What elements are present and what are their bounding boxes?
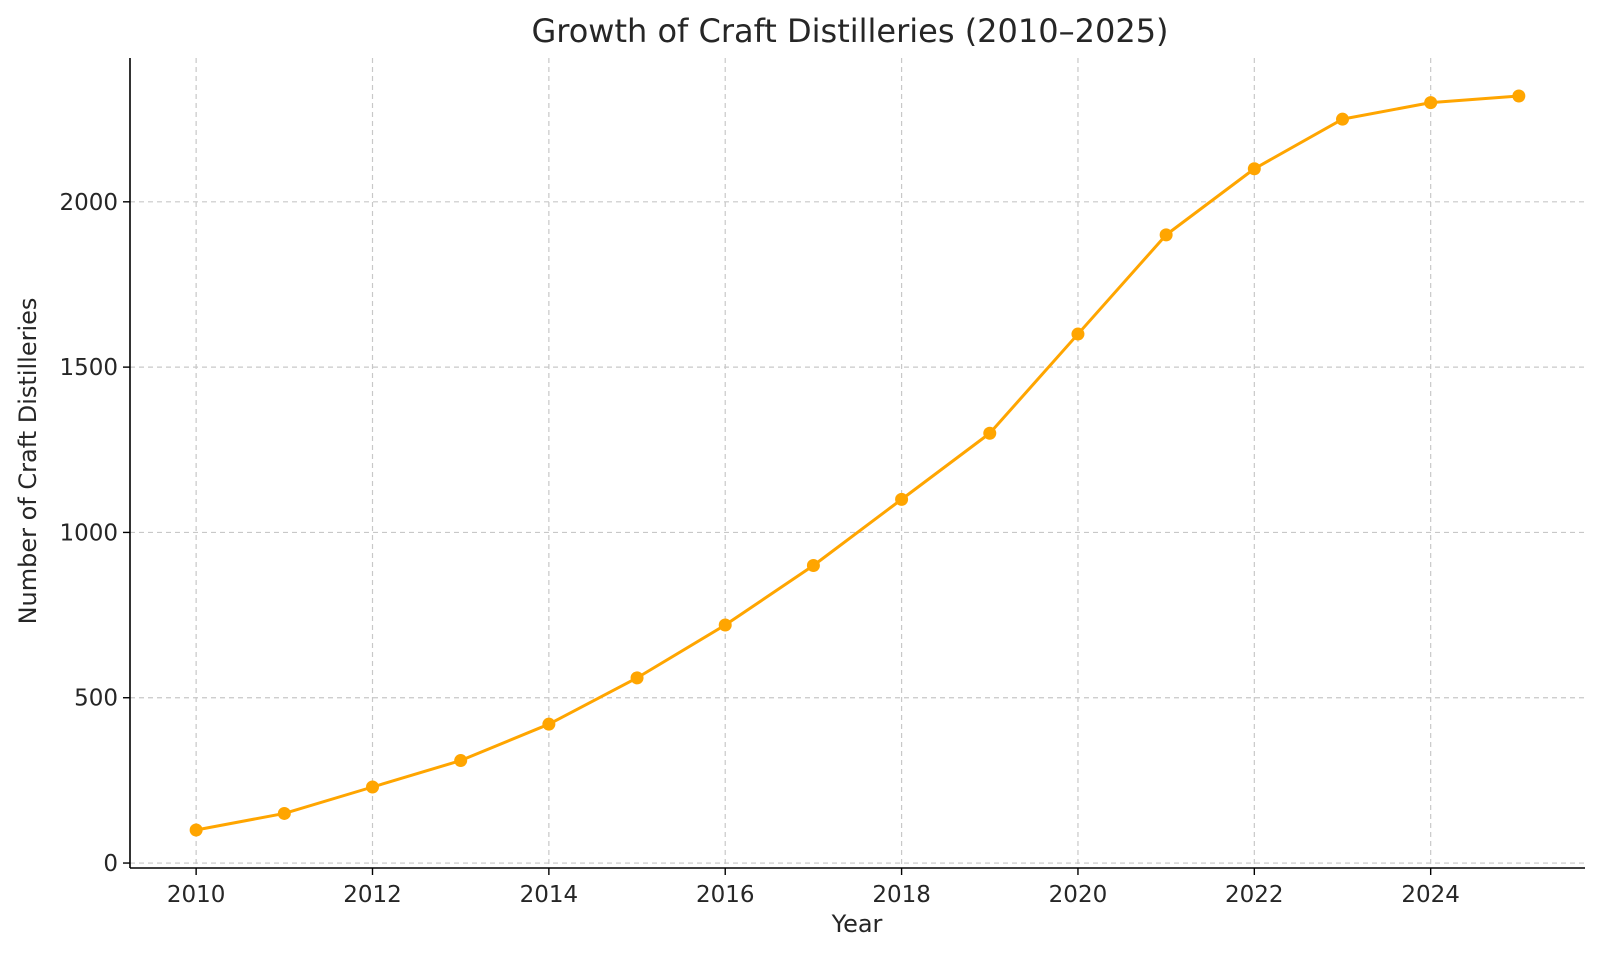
data-point <box>1159 228 1173 242</box>
x-tick-label: 2014 <box>520 882 579 908</box>
data-point <box>542 717 556 731</box>
data-point <box>718 618 732 632</box>
y-tick-label: 1500 <box>59 355 118 381</box>
data-point <box>454 754 468 768</box>
axes <box>123 58 1585 875</box>
y-tick-label: 0 <box>103 851 118 877</box>
tick-labels: 2010 2012 2014 2016 2018 2020 2022 2024 0 500 1000… <box>59 190 1460 908</box>
data-point <box>806 558 820 572</box>
data-point <box>1336 112 1349 126</box>
data-point <box>277 806 291 820</box>
x-tick-label: 2010 <box>167 882 226 908</box>
x-tick-label: 2024 <box>1401 882 1460 908</box>
x-tick-label: 2020 <box>1049 882 1108 908</box>
data-point <box>1247 162 1261 176</box>
data-point <box>1512 89 1526 103</box>
data-point <box>630 671 644 685</box>
x-axis-label: Year <box>831 910 883 938</box>
x-tick-label: 2016 <box>696 882 755 908</box>
y-tick-label: 500 <box>74 686 118 712</box>
data-point <box>895 492 909 506</box>
data-point <box>1071 327 1085 341</box>
series-line <box>194 94 1521 832</box>
chart-title: Growth of Craft Distilleries (2010–2025) <box>531 12 1168 50</box>
data-point <box>366 780 379 794</box>
x-tick-label: 2012 <box>343 882 402 908</box>
y-axis-label: Number of Craft Distilleries <box>14 298 42 625</box>
data-point <box>983 426 997 440</box>
x-tick-label: 2018 <box>872 882 931 908</box>
y-tick-label: 1000 <box>59 520 118 546</box>
x-tick-label: 2022 <box>1225 882 1284 908</box>
data-point <box>189 823 203 837</box>
grid <box>130 58 1585 868</box>
data-point <box>1424 96 1438 110</box>
series <box>189 89 1526 837</box>
y-tick-label: 2000 <box>59 190 118 216</box>
